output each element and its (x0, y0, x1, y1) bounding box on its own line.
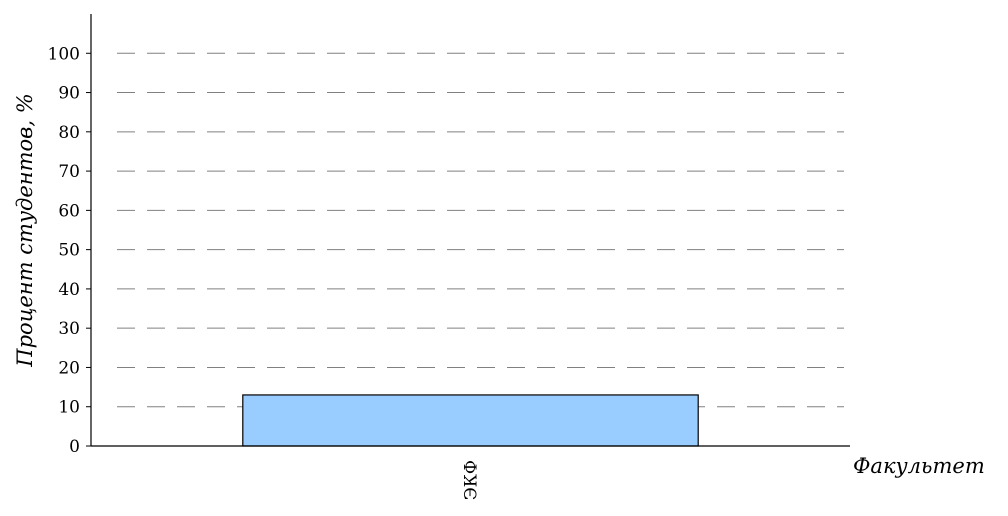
y-tick-label: 70 (58, 162, 80, 182)
y-tick-label: 90 (58, 84, 80, 104)
y-axis-title: Процент студентов, % (13, 93, 37, 367)
grid-lines (117, 52, 844, 408)
y-tick-label: 10 (58, 398, 80, 418)
x-axis-title: Факультет (853, 454, 985, 478)
bar-1 (242, 394, 699, 447)
y-tick-label: 50 (58, 241, 80, 261)
y-tick-label: 30 (58, 319, 80, 339)
x-tick-label: ЭКФ (462, 460, 482, 500)
bars (242, 394, 699, 447)
y-tick-label: 60 (58, 201, 80, 221)
y-tick-label: 100 (48, 44, 80, 64)
y-tick-label: 40 (58, 280, 80, 300)
y-tick-label: 0 (69, 437, 80, 457)
y-tick-labels: 0 10 20 30 40 50 60 70 80 90 100 (48, 44, 91, 457)
axes (90, 14, 850, 447)
x-tick-labels: ЭКФ (462, 460, 482, 500)
y-tick-label: 80 (58, 123, 80, 143)
y-tick-label: 20 (58, 358, 80, 378)
